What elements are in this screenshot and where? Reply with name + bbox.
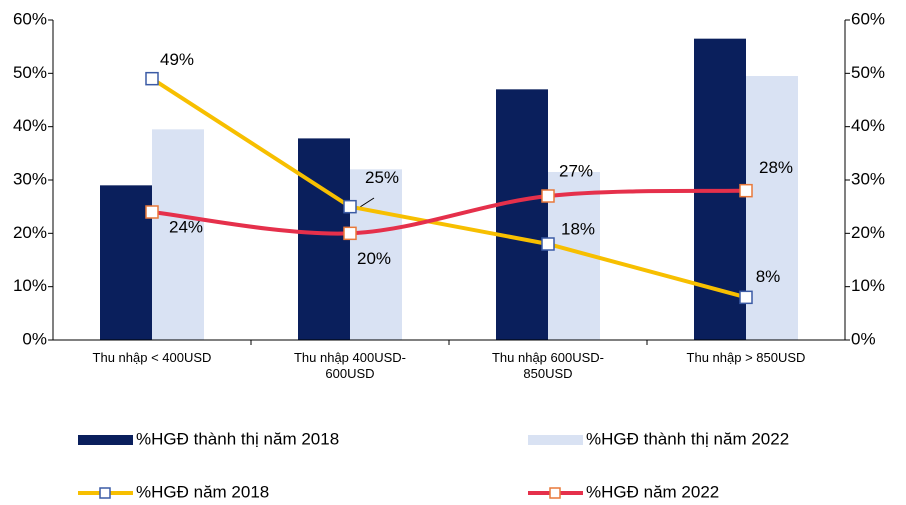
- legend-label: %HGĐ năm 2022: [586, 482, 719, 501]
- y-tick-label: 50%: [13, 63, 47, 82]
- y-tick-label: 40%: [13, 116, 47, 135]
- marker: [541, 189, 555, 203]
- legend-label: %HGĐ năm 2018: [136, 482, 269, 501]
- value-label: 49%: [160, 50, 194, 69]
- x-tick-label: Thu nhập > 850USD: [686, 350, 806, 365]
- bar: [152, 129, 204, 340]
- bar: [100, 185, 152, 340]
- y2-tick-label: 50%: [851, 63, 885, 82]
- line: [151, 188, 747, 236]
- value-label: 28%: [759, 158, 793, 177]
- y2-tick-label: 10%: [851, 276, 885, 295]
- y-tick-label: 30%: [13, 169, 47, 188]
- x-tick-label: Thu nhập < 400USD: [92, 350, 212, 365]
- legend-label: %HGĐ thành thị năm 2022: [586, 429, 789, 448]
- y2-tick-label: 30%: [851, 169, 885, 188]
- marker: [145, 205, 159, 219]
- y-tick-label: 0%: [22, 329, 47, 348]
- y-tick-label: 60%: [13, 9, 47, 28]
- x-tick-label: Thu nhập 400USD-600USD: [293, 350, 406, 381]
- marker: [343, 226, 357, 241]
- marker: [343, 199, 357, 214]
- leader: [359, 197, 375, 208]
- bar: [298, 138, 350, 340]
- y-tick-label: 10%: [13, 276, 47, 295]
- value-label: 8%: [756, 267, 781, 286]
- y2-tick-label: 40%: [851, 116, 885, 135]
- y-tick-label: 20%: [13, 223, 47, 242]
- bar: [350, 169, 402, 340]
- bar: [746, 76, 798, 340]
- y2-tick-label: 0%: [851, 329, 876, 348]
- value-label: 27%: [559, 161, 593, 180]
- value-label: 25%: [365, 168, 399, 187]
- marker: [145, 71, 159, 86]
- marker: [541, 237, 555, 251]
- marker: [739, 290, 753, 305]
- y2-tick-label: 60%: [851, 9, 885, 28]
- legend-marker: [549, 487, 561, 499]
- legend-swatch: [78, 435, 133, 445]
- bar: [496, 89, 548, 340]
- legend-label: %HGĐ thành thị năm 2018: [136, 429, 339, 448]
- legend-swatch: [528, 435, 583, 445]
- marker: [739, 183, 753, 198]
- x-tick-label: Thu nhập 600USD-850USD: [491, 350, 604, 381]
- value-label: 24%: [169, 217, 203, 236]
- y2-tick-label: 20%: [851, 223, 885, 242]
- value-label: 18%: [561, 219, 595, 238]
- value-label: 20%: [357, 249, 391, 268]
- line: [150, 76, 747, 300]
- legend-marker: [99, 487, 111, 499]
